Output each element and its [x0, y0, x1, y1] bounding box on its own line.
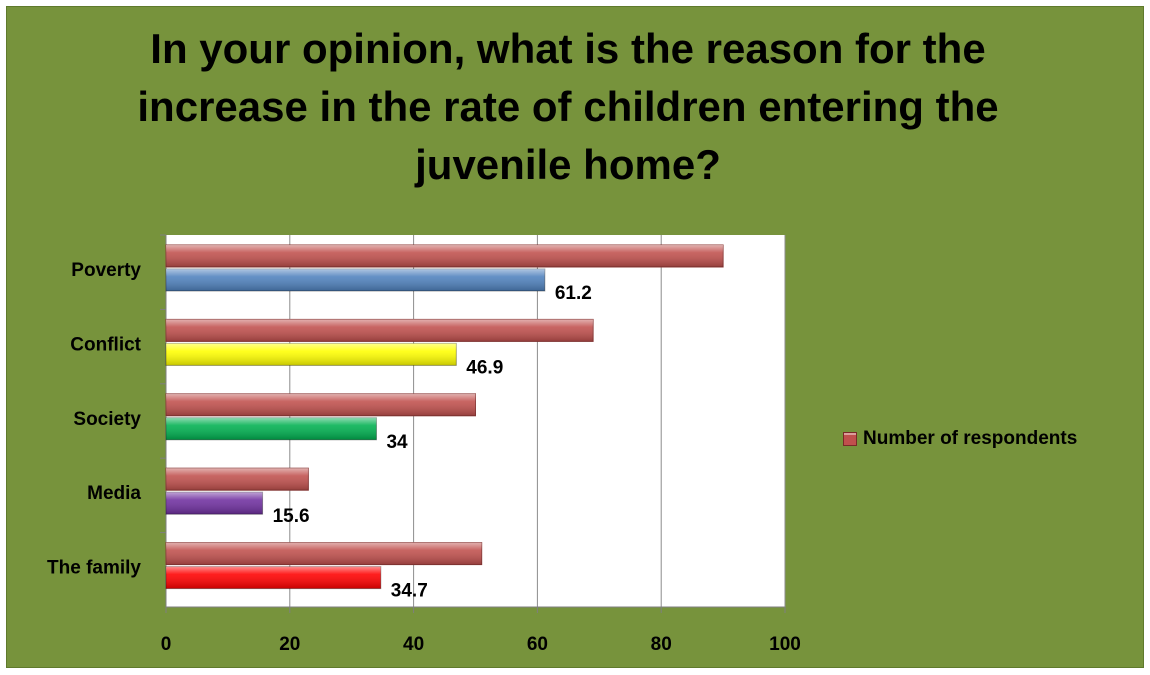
chart-title-line: increase in the rate of children enterin… [137, 83, 999, 130]
x-tick-label: 20 [279, 634, 300, 655]
bar-percentage-shine [166, 417, 377, 440]
bar-respondents-shine [166, 393, 476, 416]
bar-respondents-shine [166, 542, 482, 565]
category-label: Poverty [71, 260, 141, 281]
data-label: 61.2 [555, 283, 592, 304]
bar-percentage-shine [166, 343, 457, 366]
x-tick-label: 0 [161, 634, 172, 655]
x-tick-label: 100 [769, 634, 801, 655]
bar-percentage-shine [166, 492, 263, 515]
chart-title: In your opinion, what is the reason for … [0, 20, 1136, 194]
data-label: 15.6 [273, 506, 310, 527]
bar-percentage-shine [166, 269, 545, 291]
data-label: 34.7 [391, 581, 428, 602]
data-label: 46.9 [466, 357, 503, 378]
bar-percentage-shine [166, 566, 381, 589]
data-label: 34 [386, 432, 408, 453]
x-tick-label: 80 [651, 634, 672, 655]
x-tick-label: 40 [403, 634, 424, 655]
category-label: Conflict [70, 334, 141, 355]
category-label: Society [73, 409, 141, 430]
bar-respondents-shine [166, 468, 309, 491]
legend: Number of respondents [843, 428, 1077, 450]
legend-swatch [843, 432, 857, 446]
category-label: Media [87, 483, 141, 504]
bar-respondents-shine [166, 319, 594, 342]
chart-title-line: juvenile home? [415, 141, 721, 188]
legend-label: Number of respondents [863, 428, 1078, 449]
chart-title-line: In your opinion, what is the reason for … [150, 25, 986, 72]
x-tick-label: 60 [527, 634, 548, 655]
category-label: The family [47, 558, 141, 579]
bar-respondents-shine [166, 245, 724, 267]
